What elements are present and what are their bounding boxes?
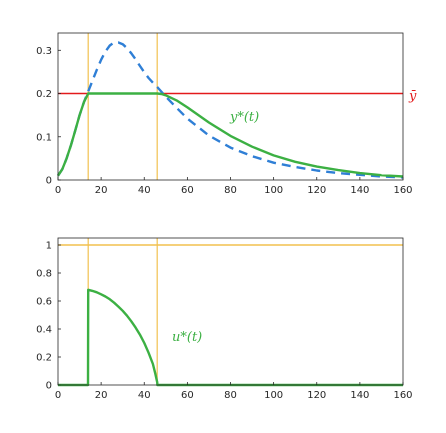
x-tick-label: 0	[55, 390, 61, 401]
y-tick-label: 0.6	[36, 297, 52, 308]
x-tick-label: 100	[264, 390, 283, 401]
x-tick-label: 80	[224, 390, 237, 401]
x-tick-label: 80	[224, 185, 237, 196]
bottom-plot: 0 20 40 60 80 100 120 140 160 0 0.2 0.4 0.6 0.8 1 u*(t…	[36, 237, 413, 401]
y-tick-label: 0.8	[36, 269, 52, 280]
y-tick-label: 0	[46, 381, 52, 392]
x-tick-label: 0	[55, 185, 61, 196]
x-tick-label: 60	[181, 185, 194, 196]
y-tick-label: 1	[46, 241, 52, 252]
x-tick-label: 20	[95, 185, 108, 196]
x-tick-label: 160	[393, 390, 412, 401]
series-line-0	[58, 288, 403, 387]
y-tick-label: 0.1	[36, 132, 52, 143]
x-tick-label: 120	[307, 390, 326, 401]
series-line-0	[56, 92, 404, 178]
x-tick-label: 100	[264, 185, 283, 196]
hline-label-y-bar: ȳ	[408, 89, 417, 104]
y-tick-label: 0.2	[36, 89, 52, 100]
x-tick-label: 60	[181, 390, 194, 401]
top-plot-frame	[57, 32, 404, 181]
x-tick-label: 40	[138, 390, 151, 401]
series-label-y-star: y*(t)	[229, 110, 259, 125]
top-plot: 0 20 40 60 80 100 120 140 160 0 0.1 0.2 0.3 y*(t) ȳ	[36, 32, 417, 196]
x-tick-label: 160	[393, 185, 412, 196]
x-tick-label: 140	[350, 390, 369, 401]
y-tick-label: 0.2	[36, 353, 52, 364]
x-tick-label: 20	[95, 390, 108, 401]
y-tick-label: 0.4	[36, 325, 52, 336]
bottom-plot-frame	[57, 237, 404, 386]
y-tick-label: 0.3	[36, 46, 52, 57]
x-tick-label: 140	[350, 185, 369, 196]
x-tick-label: 120	[307, 185, 326, 196]
y-tick-label: 0	[46, 176, 52, 187]
x-tick-label: 40	[138, 185, 151, 196]
series-label-u-star: u*(t)	[172, 330, 202, 345]
